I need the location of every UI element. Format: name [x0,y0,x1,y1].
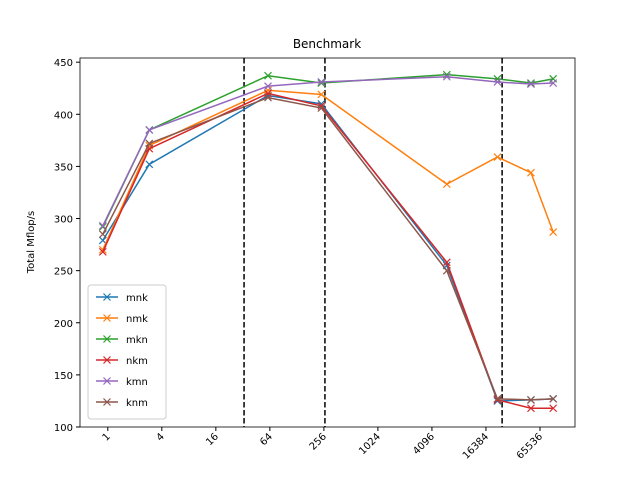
legend-label: kmn [126,377,148,388]
legend-marker [103,335,111,343]
marker [317,104,326,112]
marker [493,78,502,86]
marker [493,395,502,404]
marker [549,404,558,413]
marker [442,180,451,189]
series-line [102,76,554,227]
legend-marker [103,398,111,406]
legend-label: nmk [126,314,148,325]
legend-marker [103,356,111,364]
marker [549,394,558,403]
marker [145,125,154,134]
plot-frame [79,57,576,428]
marker [264,82,272,91]
marker [264,93,272,102]
marker [442,266,451,275]
y-tick-label: 200 [54,319,73,330]
y-tick-label: 350 [54,162,73,173]
marker [527,168,535,177]
y-tick-label: 450 [54,58,73,69]
series-line [102,92,554,409]
marker [527,395,535,404]
marker [527,404,535,413]
marker [317,79,326,87]
y-tick-label: 400 [54,110,73,121]
legend-label: knm [126,398,148,409]
marker [145,160,154,169]
legend-marker [103,314,111,322]
marker [98,230,107,239]
y-tick-label: 300 [54,215,73,226]
marker [527,80,535,88]
marker [527,79,535,87]
marker [98,247,107,256]
marker [493,153,502,161]
y-tick-label: 150 [54,371,73,382]
marker [549,228,558,237]
series-line [102,96,554,401]
marker [145,139,154,148]
marker [493,394,502,403]
legend-marker [103,377,111,385]
legend-label: mnk [126,293,148,304]
marker [317,78,326,86]
y-tick-label: 100 [54,423,73,434]
marker [442,72,451,81]
legend-label: mkn [126,335,148,346]
y-tick-label: 250 [54,267,73,278]
marker [264,71,272,80]
legend-marker [103,293,111,301]
marker [317,90,326,99]
chart-title: Benchmark [293,37,361,51]
legend-label: nkm [126,356,148,367]
marker [549,79,558,87]
y-axis-label: Total Mflop/s [26,211,37,275]
marker [442,258,451,267]
